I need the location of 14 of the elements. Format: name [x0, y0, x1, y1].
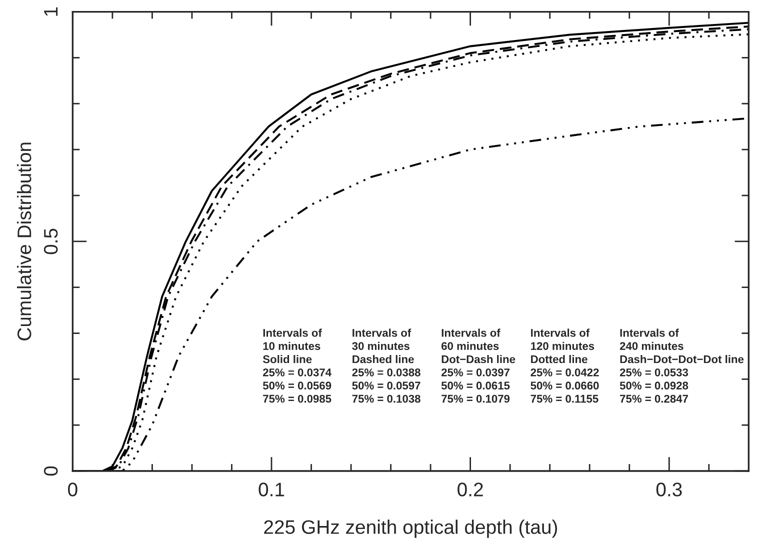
annotation: Intervals of 120 minutes Dotted line 25% = 0.0422 50% = 0.0660 75% = 0.1155 — [530, 328, 599, 403]
y-tick-label: 0.5 — [44, 228, 58, 254]
annotation: Intervals of 30 minutes Dashed line 25% = 0.0388 50% = 0.0597 75% = 0.1038 — [352, 328, 420, 403]
x-axis-title: 225 GHz zenith optical depth (tau) — [264, 520, 558, 538]
y-axis-title: Cumulative Distribution — [16, 142, 32, 340]
y-tick-label: 0 — [44, 466, 58, 476]
y-tick-label: 1 — [44, 7, 58, 16]
x-tick-label: 0.3 — [656, 482, 682, 496]
annotation: Intervals of 10 minutes Solid line 25% = 0.0374 50% = 0.0569 75% = 0.0985 — [262, 328, 332, 403]
x-tick-label: 0.1 — [258, 482, 284, 496]
annotation: Intervals of 240 minutes Dash−Dot−Dot−Dot line 25% = 0.0533 50% = 0.0928 75% = 0.2847 — [620, 328, 744, 403]
x-tick-label: 0.2 — [458, 482, 483, 496]
annotation: Intervals of 60 minutes Dot−Dash line 25% = 0.0397 50% = 0.0615 75% = 0.1079 — [441, 328, 516, 403]
x-tick-label: 0 — [68, 482, 78, 496]
